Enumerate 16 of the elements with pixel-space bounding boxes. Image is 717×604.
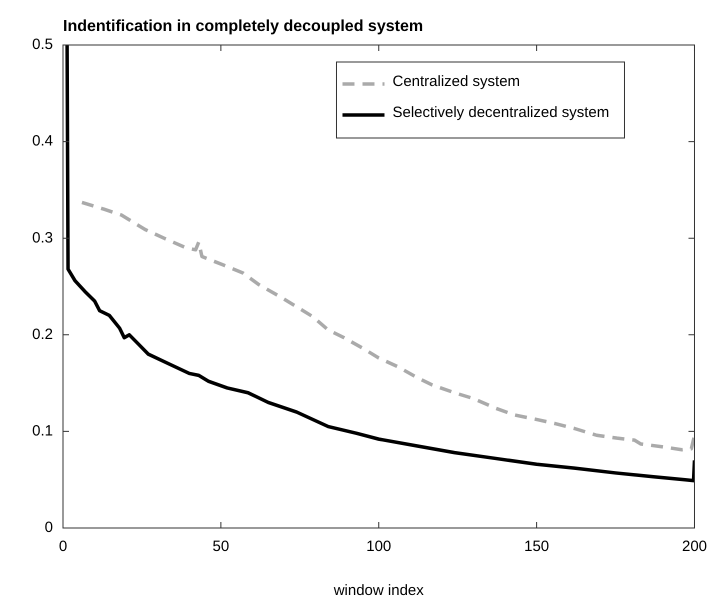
x-tick-label: 0 xyxy=(58,538,68,556)
y-tick-label: 0.5 xyxy=(32,36,53,54)
chart-title: Indentification in completely decoupled system xyxy=(63,18,424,35)
y-tick-label: 0.1 xyxy=(32,422,53,440)
y-tick-label: 0 xyxy=(44,519,53,536)
legend-label: Centralized system xyxy=(392,73,520,90)
x-tick-label: 150 xyxy=(524,538,550,556)
y-tick-label: 0.4 xyxy=(32,132,53,150)
legend-label: Selectively decentralized system xyxy=(392,104,610,122)
x-tick-label: 50 xyxy=(212,538,230,556)
x-tick-label: 200 xyxy=(682,538,707,556)
x-axis-title: window index xyxy=(332,582,424,600)
line-series xyxy=(80,200,694,452)
x-tick-label: 100 xyxy=(366,538,392,556)
y-tick-label: 0.2 xyxy=(32,326,53,343)
y-tick-label: 0.3 xyxy=(32,229,53,246)
